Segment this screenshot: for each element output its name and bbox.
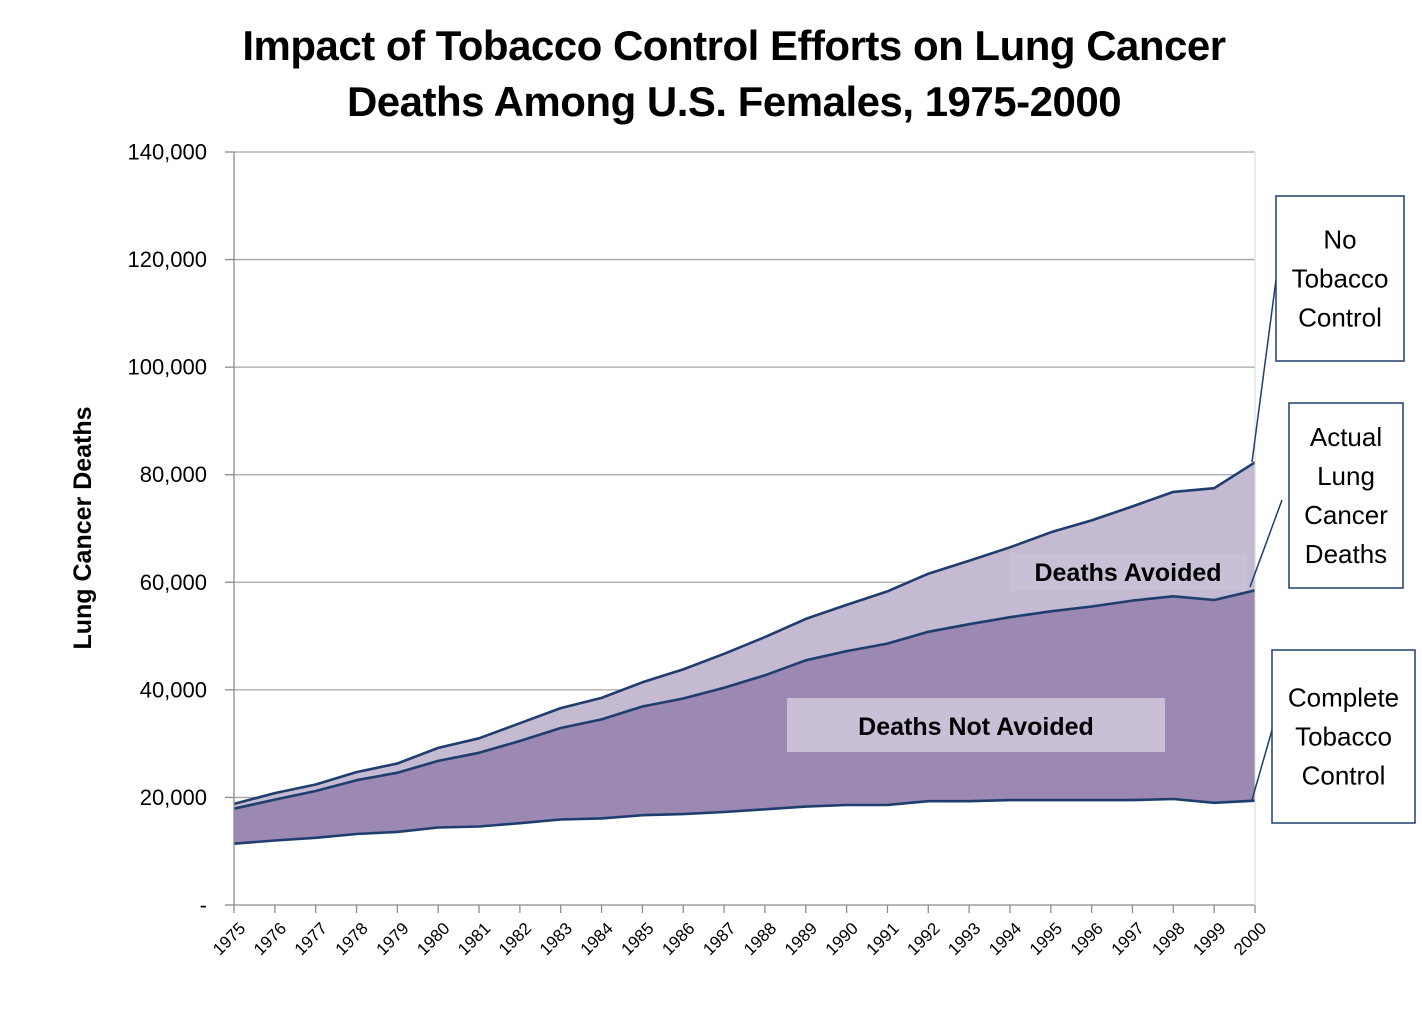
x-tick-label: 1993 (944, 919, 984, 959)
x-tick-label: 1975 (209, 919, 249, 959)
annotation-no-tobacco-control-leader (1251, 279, 1277, 463)
y-tick-label: 60,000 (140, 570, 207, 595)
x-tick-label: 1995 (1026, 919, 1066, 959)
x-tick-label: 1982 (495, 919, 535, 959)
annotation-actual-deaths-box (1288, 402, 1404, 589)
x-tick-label: 1994 (985, 919, 1025, 959)
x-tick-label: 1992 (903, 919, 943, 959)
y-tick-label: 140,000 (127, 140, 207, 165)
annotation-no-tobacco-control-text: Control (1298, 303, 1382, 333)
x-tick-label: 1997 (1108, 919, 1148, 959)
region-labels: Deaths Avoided Deaths Not Avoided (787, 553, 1247, 752)
line-actual-deaths (233, 589, 1256, 810)
y-tick-label: 20,000 (140, 785, 207, 810)
y-tick-label: - (200, 893, 207, 918)
x-tick-label: 1998 (1148, 919, 1188, 959)
annotation-actual-deaths-leader (1249, 499, 1283, 588)
annotation-complete-tobacco-control-text: Control (1302, 761, 1386, 791)
annotation-complete-tobacco-control-box (1271, 649, 1416, 824)
annotation-no-tobacco-control-text: Tobacco (1292, 264, 1389, 294)
x-tick-label: 1999 (1189, 919, 1229, 959)
annotation-complete-tobacco-control-text: Complete (1288, 683, 1399, 713)
series-lines (233, 461, 1256, 845)
x-tick-label: 1978 (332, 919, 372, 959)
x-tick-label: 1981 (454, 919, 494, 959)
x-tick-label: 1989 (781, 919, 821, 959)
x-tick-label: 1983 (536, 919, 576, 959)
x-tick-label: 1984 (577, 919, 617, 959)
deaths-avoided-label-bg (1010, 553, 1247, 591)
y-tick-label: 120,000 (127, 247, 207, 272)
chart-title: Impact of Tobacco Control Efforts on Lun… (0, 18, 1422, 130)
deaths-not-avoided-label-bg (787, 698, 1165, 752)
x-tick-label: 1996 (1067, 919, 1107, 959)
x-tick-label: 2000 (1230, 919, 1270, 959)
deaths-avoided-label: Deaths Avoided (1034, 559, 1221, 587)
chart-title-line-1: Impact of Tobacco Control Efforts on Lun… (242, 22, 1226, 69)
annotation-actual-deaths-text: Cancer (1304, 500, 1388, 530)
x-tick-label: 1987 (699, 919, 739, 959)
annotation-complete-tobacco-control-leader (1251, 729, 1273, 801)
line-complete-tobacco-control (233, 797, 1256, 845)
x-tick-label: 1986 (658, 919, 698, 959)
y-tick-label: 100,000 (127, 355, 207, 380)
x-tick-label: 1976 (250, 919, 290, 959)
area-deaths-not-avoided (234, 590, 1255, 844)
x-tick-label: 1979 (372, 919, 412, 959)
x-tick-label: 1985 (618, 919, 658, 959)
x-tick-label: 1990 (822, 919, 862, 959)
annotation-actual-deaths-text: Actual (1310, 422, 1382, 452)
deaths-not-avoided-label: Deaths Not Avoided (858, 713, 1094, 741)
x-tick-label: 1988 (740, 919, 780, 959)
annotation-actual-deaths-text: Lung (1317, 461, 1375, 491)
annotations: No Tobacco Control Actual Lung Cancer Deaths Co… (1249, 195, 1416, 824)
y-tick-label: 80,000 (140, 462, 207, 487)
x-tick-label: 1980 (413, 919, 453, 959)
annotation-no-tobacco-control-box (1275, 195, 1405, 362)
annotation-actual-deaths-text: Deaths (1305, 539, 1387, 569)
annotation-complete-tobacco-control-text: Tobacco (1295, 722, 1392, 752)
y-axis-label: Lung Cancer Deaths (69, 406, 97, 649)
line-no-tobacco-control (233, 461, 1256, 806)
chart-title-line-2: Deaths Among U.S. Females, 1975-2000 (346, 78, 1122, 125)
areas (234, 462, 1255, 844)
x-tick-label: 1991 (863, 919, 903, 959)
y-tick-label: 40,000 (140, 677, 207, 702)
x-tick-label: 1977 (291, 919, 331, 959)
annotation-no-tobacco-control-text: No (1323, 225, 1356, 255)
